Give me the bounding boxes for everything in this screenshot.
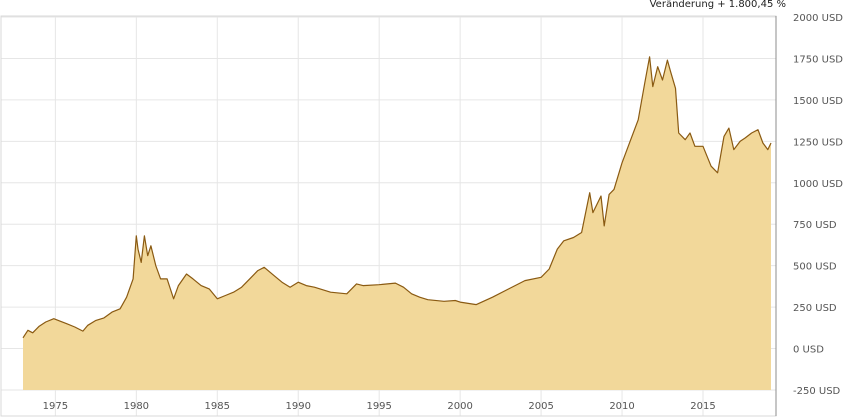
x-tick-label: 2000 (447, 401, 472, 412)
gold-price-line (22, 56, 772, 339)
x-tick-label: 1995 (366, 401, 391, 412)
x-tick-label: 1990 (286, 401, 311, 412)
x-tick-label: 1985 (205, 401, 230, 412)
y-axis-labels: 2000 USD 1750 USD 1500 USD 1250 USD 1000 USD… (793, 13, 843, 397)
y-tick-label: 250 USD (793, 303, 837, 314)
x-tick-label: 2005 (528, 401, 553, 412)
y-tick-label: 500 USD (793, 262, 837, 273)
y-tick-label: -250 USD (793, 386, 841, 397)
y-tick-label: 1000 USD (793, 179, 843, 190)
y-tick-label: 1750 USD (793, 54, 843, 65)
y-tick-label: 0 USD (793, 345, 824, 356)
y-tick-label: 750 USD (793, 220, 837, 231)
change-note: Veränderung + 1.800,45 % (650, 0, 786, 10)
x-tick-label: 1975 (43, 401, 68, 412)
x-axis-labels: 1975 1980 1985 1990 1995 2000 2005 2010 2015 (43, 401, 716, 412)
y-tick-label: 2000 USD (793, 13, 843, 24)
gold-price-area (23, 56, 771, 391)
y-tick-label: 1500 USD (793, 96, 843, 107)
y-tick-label: 1250 USD (793, 137, 843, 148)
x-tick-label: 1980 (124, 401, 149, 412)
x-tick-label: 2010 (609, 401, 634, 412)
x-tick-label: 2015 (690, 401, 715, 412)
